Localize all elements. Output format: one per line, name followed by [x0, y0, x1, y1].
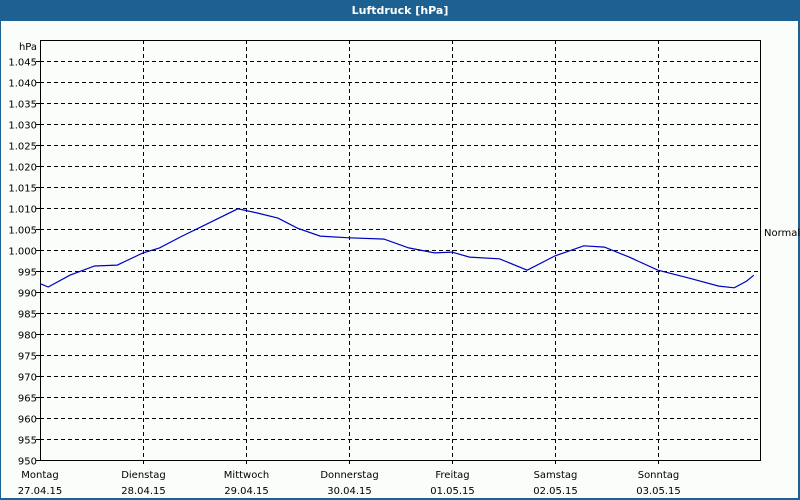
y-tick-label: 1.010	[8, 205, 37, 216]
y-tick-label: 1.040	[8, 79, 37, 90]
y-tick-label: 955	[18, 436, 37, 447]
y-tick-label: 970	[18, 373, 37, 384]
y-tick-label: 950	[18, 457, 37, 468]
x-tick-date-label: 01.05.15	[430, 486, 475, 497]
y-tick-label: 985	[18, 310, 37, 321]
x-tick-day-label: Mittwoch	[224, 470, 269, 481]
x-tick-day-label: Donnerstag	[320, 470, 378, 481]
x-tick-day-label: Samstag	[534, 470, 578, 481]
plot-area-border	[40, 40, 761, 461]
y-tick-label: 980	[18, 331, 37, 342]
x-tick-date-label: 27.04.15	[18, 486, 63, 497]
y-tick-label: 1.030	[8, 121, 37, 132]
y-tick-label: 1.045	[8, 58, 37, 69]
x-tick-day-label: Freitag	[435, 470, 469, 481]
x-tick-date-label: 30.04.15	[327, 486, 372, 497]
y-tick-label: 1.020	[8, 163, 37, 174]
x-tick-date-label: 03.05.15	[636, 486, 681, 497]
y-tick-label: 1.035	[8, 100, 37, 111]
x-tick-date-label: 02.05.15	[533, 486, 578, 497]
normal-annotation: Normal	[764, 228, 800, 239]
y-tick-label: 995	[18, 268, 37, 279]
y-axis-label: hPa	[19, 42, 37, 53]
x-tick-day-label: Sonntag	[638, 470, 680, 481]
y-tick-label: 990	[18, 289, 37, 300]
y-tick-label: 965	[18, 394, 37, 405]
x-tick-date-label: 28.04.15	[121, 486, 166, 497]
pressure-line	[39, 208, 755, 289]
x-tick-day-label: Dienstag	[121, 470, 166, 481]
chart-title: Luftdruck [hPa]	[0, 0, 800, 21]
x-tick-day-label: Montag	[21, 470, 58, 481]
y-tick-label: 1.005	[8, 226, 37, 237]
y-tick-label: 975	[18, 352, 37, 363]
x-tick-date-label: 29.04.15	[224, 486, 269, 497]
y-tick-label: 1.000	[8, 247, 37, 258]
y-tick-label: 1.015	[8, 184, 37, 195]
y-tick-label: 960	[18, 415, 37, 426]
y-tick-label: 1.025	[8, 142, 37, 153]
